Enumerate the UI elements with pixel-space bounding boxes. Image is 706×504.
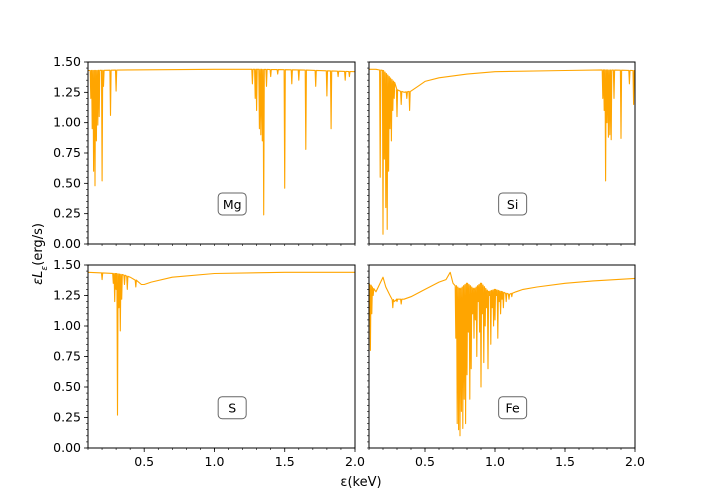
panel-si: Si: [367, 61, 636, 246]
element-label-box: [498, 396, 528, 420]
element-label-box: [217, 396, 247, 420]
y-tick-label: 1.50: [53, 54, 81, 69]
y-tick-label: 1.00: [53, 318, 81, 333]
y-axis-label: εLε(erg/s): [31, 223, 50, 285]
panel-fe: 0.5 1.0 1.5 2.0 Fe: [367, 264, 645, 469]
element-label: Fe: [506, 401, 521, 416]
y-tick-label: 1.00: [53, 115, 81, 130]
panel-s: 0.00 0.25 0.50 0.75 1.00 1.25 1.50 0.5 1.0 1.5 2.0…: [53, 257, 365, 469]
y-tick-label: 0.00: [53, 236, 81, 251]
axes-frame: [87, 264, 356, 449]
y-tick-label: 0.75: [53, 145, 81, 160]
y-tick-label: 0.25: [53, 206, 81, 221]
y-tick-label: 1.50: [53, 257, 81, 272]
axes-frame: [87, 61, 356, 245]
x-tick-label: 1.0: [205, 454, 225, 469]
x-tick-label: 0.5: [415, 454, 435, 469]
series-line-fe: [369, 271, 635, 437]
x-tick-label: 0.5: [134, 454, 154, 469]
y-tick-label: 0.50: [53, 379, 81, 394]
series-line-si: [369, 68, 635, 235]
panel-grid: 0.00 0.25 0.50 0.75 1.00 1.25 1.50 Mg Si 0.00 0.25…: [53, 54, 645, 469]
x-tick-label: 1.0: [485, 454, 505, 469]
x-tick-label: 2.0: [345, 454, 365, 469]
y-tick-label: 1.25: [53, 288, 81, 303]
axes-frame: [368, 61, 636, 245]
element-label-box: [498, 192, 528, 216]
x-axis-label: ε(keV): [340, 475, 381, 490]
y-tick-label: 0.50: [53, 175, 81, 190]
y-tick-label: 0.00: [53, 440, 81, 455]
x-tick-label: 2.0: [625, 454, 645, 469]
element-label: S: [228, 401, 236, 416]
y-tick-label: 0.25: [53, 410, 81, 425]
y-tick-label: 0.75: [53, 349, 81, 364]
element-label: Si: [507, 197, 518, 212]
x-tick-label: 1.5: [555, 454, 575, 469]
series-line-mg: [88, 68, 355, 216]
x-tick-label: 1.5: [275, 454, 295, 469]
y-tick-label: 1.25: [53, 84, 81, 99]
panel-mg: 0.00 0.25 0.50 0.75 1.00 1.25 1.50 Mg: [53, 54, 356, 251]
series-line-s: [88, 271, 355, 416]
element-label: Mg: [223, 197, 242, 212]
element-label-box: [217, 192, 247, 216]
